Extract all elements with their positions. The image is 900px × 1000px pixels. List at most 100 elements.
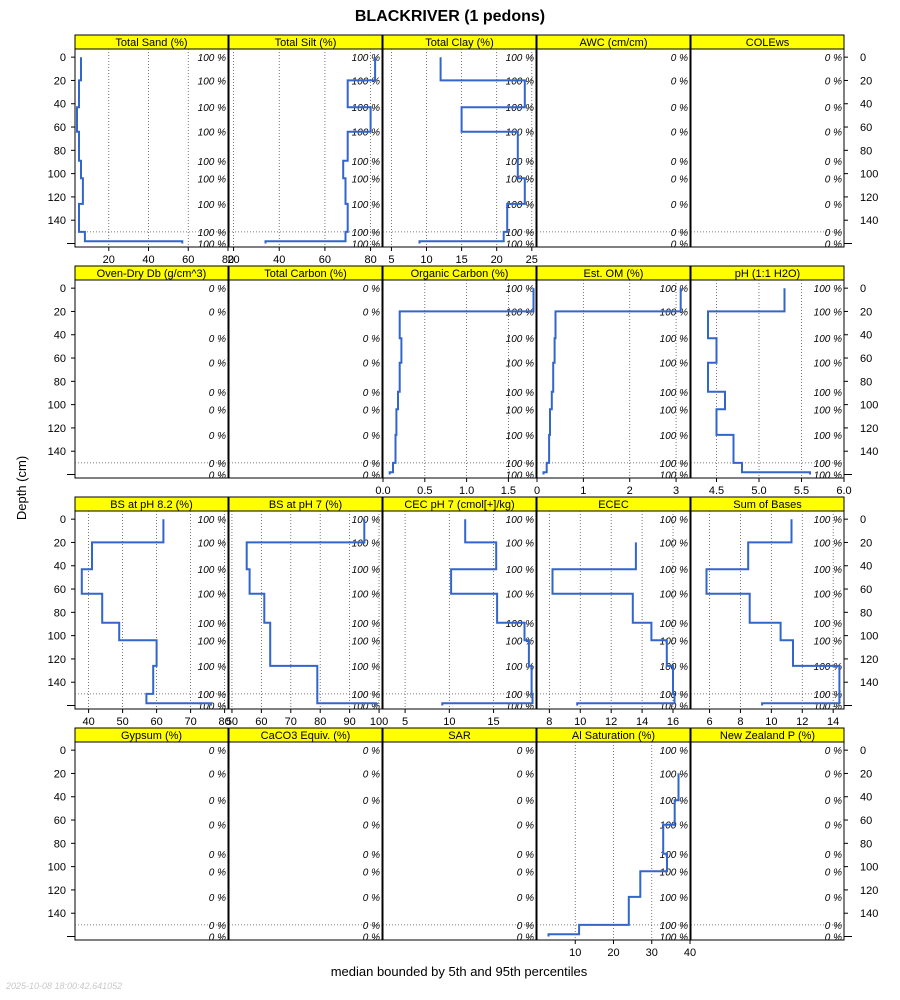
coverage-label: 100 % bbox=[660, 769, 688, 780]
y-tick-label: 0 bbox=[860, 52, 866, 64]
coverage-label: 100 % bbox=[814, 388, 842, 399]
coverage-label: 0 % bbox=[363, 284, 380, 295]
median-line-ph-1-1-h2o bbox=[707, 288, 811, 475]
x-tick-label: 15 bbox=[455, 254, 467, 266]
panel-title: pH (1:1 H2O) bbox=[735, 268, 800, 280]
y-tick-label: 80 bbox=[860, 607, 872, 619]
coverage-label: 100 % bbox=[198, 538, 226, 549]
y-tick-label: 100 bbox=[860, 400, 878, 412]
y-tick-label: 60 bbox=[54, 353, 66, 365]
median-line-est-om bbox=[542, 288, 682, 475]
coverage-label: 100 % bbox=[660, 405, 688, 416]
coverage-label: 100 % bbox=[506, 76, 534, 87]
y-tick-label: 80 bbox=[54, 607, 66, 619]
coverage-label: 100 % bbox=[660, 388, 688, 399]
x-tick-label: 6 bbox=[706, 716, 712, 728]
coverage-label: 100 % bbox=[814, 307, 842, 318]
coverage-label: 0 % bbox=[825, 128, 842, 139]
y-tick-label: 140 bbox=[860, 215, 878, 227]
coverage-label: 100 % bbox=[506, 53, 534, 64]
coverage-label: 0 % bbox=[517, 850, 534, 861]
coverage-label: 100 % bbox=[506, 334, 534, 345]
y-tick-label: 20 bbox=[860, 537, 872, 549]
x-tick-label: 90 bbox=[344, 716, 356, 728]
coverage-label: 0 % bbox=[209, 867, 226, 878]
panel-est-om: Est. OM (%)100 %100 %100 %100 %100 %100 … bbox=[534, 265, 691, 497]
panel-oven-dry-db-g-cm-3: Oven-Dry Db (g/cm^3)0 %0 %0 %0 %0 %0 %0 … bbox=[48, 265, 229, 482]
y-tick-label: 20 bbox=[54, 768, 66, 780]
coverage-label: 0 % bbox=[517, 821, 534, 832]
coverage-label: 100 % bbox=[814, 702, 842, 713]
coverage-label: 100 % bbox=[506, 388, 534, 399]
y-tick-label: 0 bbox=[60, 745, 66, 757]
y-tick-label: 20 bbox=[860, 768, 872, 780]
coverage-label: 100 % bbox=[352, 515, 380, 526]
x-tick-label: 80 bbox=[218, 716, 230, 728]
coverage-label: 100 % bbox=[198, 53, 226, 64]
coverage-label: 100 % bbox=[814, 431, 842, 442]
timestamp: 2025-10-08 18:00:42.641052 bbox=[5, 981, 122, 991]
coverage-label: 100 % bbox=[660, 619, 688, 630]
chart-title: BLACKRIVER (1 pedons) bbox=[355, 8, 545, 25]
coverage-label: 100 % bbox=[352, 590, 380, 601]
coverage-label: 100 % bbox=[352, 53, 380, 64]
coverage-label: 0 % bbox=[363, 893, 380, 904]
coverage-label: 100 % bbox=[660, 284, 688, 295]
coverage-label: 0 % bbox=[517, 893, 534, 904]
coverage-label: 100 % bbox=[506, 128, 534, 139]
y-tick-label: 0 bbox=[860, 283, 866, 295]
x-tick-label: 10 bbox=[574, 716, 586, 728]
panel-frame bbox=[74, 510, 229, 710]
y-tick-label: 20 bbox=[54, 537, 66, 549]
coverage-label: 0 % bbox=[825, 893, 842, 904]
coverage-label: 0 % bbox=[825, 76, 842, 87]
coverage-label: 100 % bbox=[660, 590, 688, 601]
panel-title: Total Sand (%) bbox=[115, 37, 187, 49]
y-tick-label: 40 bbox=[54, 99, 66, 111]
coverage-label: 100 % bbox=[660, 307, 688, 318]
y-tick-label: 20 bbox=[54, 306, 66, 318]
x-tick-label: 16 bbox=[667, 716, 679, 728]
y-tick-label: 40 bbox=[860, 330, 872, 342]
panel-frame bbox=[536, 279, 691, 479]
y-tick-label: 0 bbox=[860, 745, 866, 757]
coverage-label: 0 % bbox=[363, 933, 380, 944]
coverage-label: 100 % bbox=[352, 636, 380, 647]
median-line-total-clay bbox=[418, 57, 526, 244]
coverage-label: 100 % bbox=[814, 690, 842, 701]
panel-frame bbox=[228, 741, 383, 941]
y-tick-label: 140 bbox=[860, 677, 878, 689]
coverage-label: 100 % bbox=[198, 174, 226, 185]
y-tick-label: 80 bbox=[54, 838, 66, 850]
coverage-label: 100 % bbox=[660, 893, 688, 904]
coverage-label: 100 % bbox=[660, 746, 688, 757]
coverage-label: 0 % bbox=[671, 53, 688, 64]
coverage-label: 0 % bbox=[209, 471, 226, 482]
coverage-label: 0 % bbox=[209, 459, 226, 470]
coverage-label: 100 % bbox=[198, 240, 226, 251]
coverage-label: 100 % bbox=[814, 471, 842, 482]
coverage-label: 100 % bbox=[660, 359, 688, 370]
panel-title: New Zealand P (%) bbox=[720, 730, 815, 742]
panel-title: Gypsum (%) bbox=[121, 730, 182, 742]
coverage-label: 100 % bbox=[352, 690, 380, 701]
coverage-label: 100 % bbox=[660, 850, 688, 861]
coverage-label: 100 % bbox=[506, 590, 534, 601]
x-tick-label: 40 bbox=[684, 947, 696, 959]
x-tick-label: 0.0 bbox=[375, 485, 390, 497]
x-tick-label: 10 bbox=[420, 254, 432, 266]
panel-title: Est. OM (%) bbox=[584, 268, 644, 280]
coverage-label: 100 % bbox=[660, 565, 688, 576]
panel-total-clay: Total Clay (%)100 %100 %100 %100 %100 %1… bbox=[382, 34, 538, 266]
y-tick-label: 80 bbox=[54, 145, 66, 157]
coverage-label: 0 % bbox=[517, 933, 534, 944]
coverage-label: 0 % bbox=[825, 921, 842, 932]
coverage-label: 100 % bbox=[506, 431, 534, 442]
coverage-label: 100 % bbox=[660, 921, 688, 932]
x-tick-label: 14 bbox=[827, 716, 839, 728]
y-tick-label: 100 bbox=[48, 862, 66, 874]
coverage-label: 0 % bbox=[209, 388, 226, 399]
coverage-label: 0 % bbox=[209, 284, 226, 295]
y-tick-label: 140 bbox=[860, 908, 878, 920]
